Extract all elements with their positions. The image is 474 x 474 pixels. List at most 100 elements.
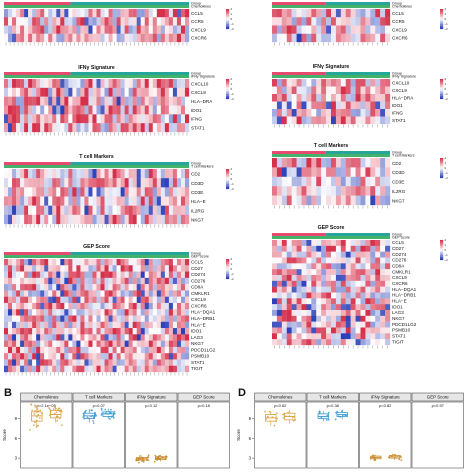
group-bar-b [325,151,390,154]
heatmap-cell [385,292,391,299]
heatmap-cell [60,277,65,285]
facet-strip [72,392,125,402]
heatmap-cell [301,9,307,18]
heatmap-cell [44,79,49,88]
heatmap-cell [80,25,85,34]
heatmap-cell [301,251,307,258]
heatmap-cell [76,196,81,206]
heatmap-cell [136,365,141,373]
heatmap-cell [116,169,121,179]
heatmap-cell [286,79,292,87]
heatmap-cell [291,298,297,305]
heatmap-cell [100,79,105,88]
heatmap-cell [104,315,109,322]
heatmap-cell [385,176,391,187]
heatmap-cell [92,346,97,354]
heatmap-cell [128,96,133,106]
heatmap-cell [24,265,29,272]
heatmap-cell [331,79,337,87]
heatmap-cell [112,196,117,206]
heatmap-cell [172,321,178,329]
heatmap-cell [112,296,117,304]
heatmap-cell [296,269,302,276]
heatmap-cell [301,315,307,322]
legend-swatch [440,19,444,21]
heatmap-cell [24,271,29,278]
heatmap-cell [96,359,101,366]
heatmap-cell [48,353,53,360]
heatmap-cell [385,195,391,206]
heatmap-cell [380,286,386,293]
legend-swatch [440,169,444,172]
heatmap-cell [272,195,278,206]
heatmap-cell [104,277,109,285]
heatmap-cell [164,296,170,304]
heatmap-cell [326,251,332,258]
heatmap-cell [116,214,121,225]
heatmap-cell [28,169,33,179]
heatmap-cell [311,327,317,334]
heatmap-cell [48,187,53,197]
heatmap-cell [44,123,49,133]
heatmap-cell [36,214,41,225]
heatmap-cell [56,277,61,285]
heatmap-cell [112,309,117,316]
heatmap-cell [316,25,322,34]
heatmap-cell [88,328,93,335]
heatmap-cell [132,33,137,43]
heatmap-cell [316,321,322,328]
heatmap-cell [128,196,133,206]
heatmap-cell [104,321,109,329]
heatmap-cell [355,310,361,316]
heatmap-cell [96,25,101,34]
group-bar-a [272,233,326,236]
heatmap-cell [385,17,391,26]
heatmap-cell [306,269,312,276]
heatmap-cell [108,17,113,26]
heatmap-cell [120,214,125,225]
heatmap-cell [156,284,161,291]
heatmap-cell [144,187,149,197]
heatmap-cell [128,277,133,285]
heatmap-cell [184,169,190,179]
heatmap-cell [380,321,386,328]
heatmap-cell [24,9,29,18]
heatmap-cell [16,302,21,310]
heatmap-cell [4,123,9,133]
data-point [32,424,35,426]
heatmap-cell [164,87,170,97]
heatmap-cell [316,275,322,281]
data-point [139,458,142,461]
data-point [112,413,115,416]
legend-swatch [440,95,444,98]
heatmap-cell [355,109,361,117]
heatmap-cell [360,109,366,117]
heatmap-cell [60,79,65,88]
heatmap-cell [44,346,49,354]
heatmap-cell [80,359,85,366]
facet-frame [411,401,464,469]
heatmap-cell [112,259,117,266]
heatmap-cell [124,105,129,115]
heatmap-cell [104,105,109,115]
heatmap-cell [144,284,149,291]
legend-tick: 1 [445,161,447,165]
data-point [159,457,162,460]
heatmap-cell [291,116,297,125]
heatmap-cell [355,321,361,328]
heatmap-cell [296,195,302,206]
heatmap-cell [380,292,386,299]
heatmap-cell [132,187,137,197]
heatmap-cell [286,280,292,287]
heatmap-cell [116,277,121,285]
heatmap-cell [140,359,145,366]
heatmap-cell [120,296,125,304]
heatmap-cell [160,25,166,34]
data-point [392,453,394,456]
legend-swatch [226,260,230,263]
heatmap-cell [72,178,77,188]
heatmap-cell [380,251,386,258]
heatmap-cell [16,259,21,266]
heatmap-cell [276,240,282,246]
heatmap-cell [311,240,317,246]
